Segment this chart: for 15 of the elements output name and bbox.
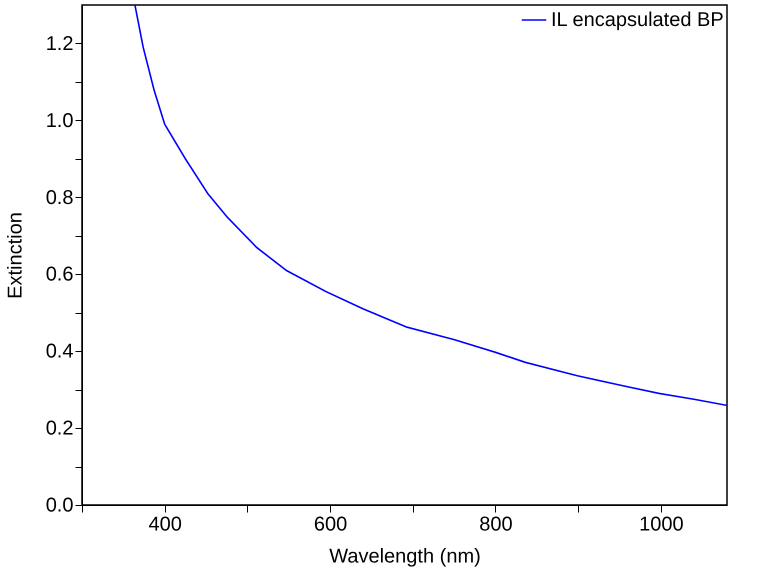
x-tick-label: 800 <box>479 514 513 536</box>
y-tick-label: 0.2 <box>46 418 74 440</box>
x-tick-label: 400 <box>148 514 182 536</box>
text: 1.0 <box>46 110 74 132</box>
x-tick-label: 600 <box>314 514 348 536</box>
x-axis-title: Wavelength (nm) <box>329 546 481 568</box>
y-tick-label: 0.4 <box>46 340 74 363</box>
y-axis-title: Extinction <box>4 212 27 299</box>
line-series <box>134 5 727 406</box>
legend-label: IL encapsulated BP <box>551 9 724 31</box>
x-tick-label: 1000 <box>639 514 684 536</box>
y-tick-label: 1.2 <box>46 32 74 55</box>
y-tick-label: 0.6 <box>46 264 74 286</box>
text: 0.0 <box>46 494 74 516</box>
y-tick-label: 0.8 <box>46 186 74 209</box>
